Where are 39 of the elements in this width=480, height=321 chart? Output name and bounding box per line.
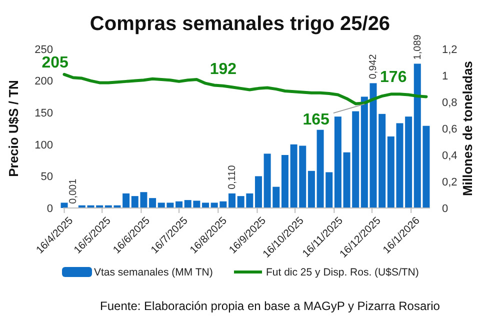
y-tick-label: 0 [46, 202, 53, 215]
bar [378, 114, 386, 208]
y-tick-label: 100 [34, 139, 53, 152]
data-label: 0,942 [368, 54, 380, 80]
bar [405, 116, 412, 208]
data-label: 0,001 [68, 178, 80, 204]
y-tick-label: 50 [40, 171, 53, 184]
source-note: Fuente: Elaboración propia en base a MAGyP y Pizarra Rosario [100, 299, 440, 313]
y2-tick-label: 0,2 [442, 176, 458, 188]
bar [281, 155, 288, 208]
bar [60, 202, 68, 208]
y2-axis-title: Millones de toneladas [460, 60, 475, 196]
y2-tick-label: 0,8 [442, 96, 458, 109]
y2-tick-label: 0,4 [442, 150, 458, 162]
data-label: 0,110 [226, 164, 238, 190]
annotation: 165 [302, 112, 330, 129]
y-tick-label: 150 [34, 107, 53, 120]
legend-label: Fut dic 25 y Disp. Ros. (U$S/TN) [266, 266, 419, 279]
annotation: 205 [42, 54, 69, 72]
bar [308, 170, 315, 208]
y-tick-label: 200 [34, 76, 53, 88]
y2-tick-label: 0,6 [442, 123, 458, 136]
chart-title: Compras semanales trigo 25/26 [90, 13, 390, 35]
bar [334, 116, 342, 208]
bar [254, 176, 262, 208]
data-label: 1,089 [412, 34, 424, 60]
y2-tick-label: 1 [442, 70, 448, 82]
bar [202, 202, 210, 208]
bar [228, 193, 236, 208]
y2-tick-label: 0 [442, 202, 448, 215]
annotation: 192 [210, 60, 237, 78]
y-tick-label: 250 [34, 44, 53, 56]
bar [149, 198, 156, 208]
y-axis-title: Precio U$S / TN [6, 80, 21, 177]
y2-tick-label: 1,2 [442, 44, 458, 56]
legend-label: Vtas semanales (MM TN) [94, 266, 213, 279]
bar [122, 193, 130, 208]
bar [176, 201, 183, 208]
annotation: 176 [380, 69, 407, 86]
